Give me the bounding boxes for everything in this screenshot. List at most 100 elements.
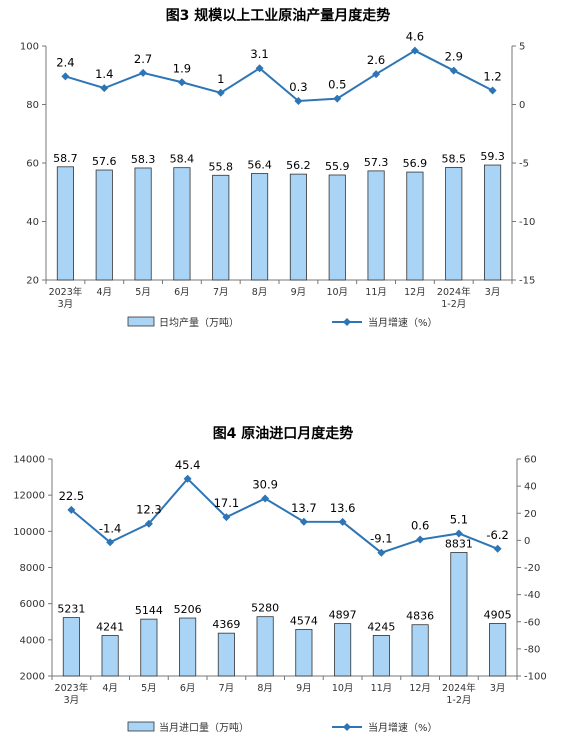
x-tick-label: 12月 bbox=[404, 287, 426, 298]
x-tick-label: 2023年 3月 bbox=[49, 286, 83, 310]
growth-point bbox=[183, 474, 192, 483]
x-tick-label: 10月 bbox=[326, 287, 348, 298]
bar bbox=[251, 173, 269, 281]
right-tick-label: -5 bbox=[519, 159, 529, 170]
legend-line-label: 当月增速（%） bbox=[368, 316, 438, 329]
growth-point bbox=[61, 72, 70, 81]
growth-value-label: 1.2 bbox=[483, 69, 501, 83]
growth-point bbox=[294, 96, 303, 105]
left-tick-label: 8000 bbox=[20, 563, 45, 574]
growth-value-label: -6.2 bbox=[486, 528, 508, 542]
growth-value-label: 0.6 bbox=[411, 519, 429, 533]
growth-point bbox=[454, 529, 463, 538]
left-tick-label: 40 bbox=[26, 217, 39, 228]
bar-value-label: 4905 bbox=[484, 608, 512, 621]
growth-value-label: 2.4 bbox=[56, 55, 74, 69]
left-tick-label: 80 bbox=[26, 100, 39, 111]
growth-line bbox=[70, 477, 498, 554]
bar bbox=[328, 174, 346, 281]
bar-value-label: 4897 bbox=[329, 609, 357, 622]
growth-value-label: 3.1 bbox=[250, 47, 268, 61]
growth-point bbox=[255, 64, 264, 73]
growth-point bbox=[410, 46, 419, 55]
bar-value-label: 57.3 bbox=[364, 156, 389, 169]
bar-value-label: 4836 bbox=[406, 610, 434, 623]
legend-line-label: 当月增速（%） bbox=[368, 721, 438, 734]
right-tick-label: 0 bbox=[524, 536, 530, 547]
growth-value-label: 2.9 bbox=[445, 50, 463, 64]
growth-value-label: 2.6 bbox=[367, 53, 385, 67]
bar-value-label: 58.4 bbox=[170, 153, 195, 166]
growth-value-label: 12.3 bbox=[136, 503, 162, 517]
bar-value-label: 4574 bbox=[290, 614, 318, 627]
bar-value-label: 58.7 bbox=[53, 152, 78, 165]
bar bbox=[295, 629, 313, 677]
growth-point bbox=[222, 513, 231, 522]
bar bbox=[134, 167, 152, 281]
left-tick-label: 60 bbox=[26, 159, 39, 170]
growth-point bbox=[333, 94, 342, 103]
legend-bar-swatch bbox=[127, 316, 155, 327]
bar bbox=[445, 166, 463, 281]
legend-bar-label: 日均产量（万吨） bbox=[159, 316, 239, 329]
right-tick-label: -15 bbox=[519, 276, 535, 287]
chart-title: 图4 原油进口月度走势 bbox=[213, 425, 354, 442]
bar bbox=[173, 167, 191, 281]
bar bbox=[411, 624, 429, 677]
left-tick-label: 4000 bbox=[20, 635, 45, 646]
x-tick-label: 5月 bbox=[135, 287, 151, 298]
left-tick-label: 12000 bbox=[13, 491, 45, 502]
growth-value-label: 30.9 bbox=[252, 477, 278, 491]
bar bbox=[450, 552, 468, 677]
x-tick-label: 3月 bbox=[490, 683, 506, 694]
legend-line-marker bbox=[343, 723, 351, 731]
chart-crude-oil-import: 图4 原油进口月度走势 2000 4000 6000 8000 10000 12000 140… bbox=[13, 425, 547, 734]
bar bbox=[56, 166, 74, 281]
growth-point bbox=[177, 78, 186, 87]
x-tick-label: 5月 bbox=[141, 683, 157, 694]
legend-bar-swatch bbox=[127, 721, 155, 732]
x-tick-label: 12月 bbox=[409, 683, 431, 694]
growth-point bbox=[416, 535, 425, 544]
growth-value-label: 1 bbox=[217, 72, 224, 86]
growth-value-label: 1.9 bbox=[173, 61, 191, 75]
growth-point bbox=[216, 88, 225, 97]
growth-point bbox=[488, 86, 497, 95]
growth-value-label: 4.6 bbox=[406, 30, 424, 44]
growth-value-label: 22.5 bbox=[59, 489, 85, 503]
growth-value-label: 45.4 bbox=[175, 458, 201, 472]
left-tick-label: 14000 bbox=[13, 455, 45, 466]
growth-value-label: 13.7 bbox=[291, 501, 317, 515]
bar-value-label: 5280 bbox=[251, 602, 279, 615]
left-tick-label: 2000 bbox=[20, 672, 45, 683]
x-tick-label: 4月 bbox=[96, 287, 112, 298]
legend-line-marker bbox=[343, 318, 351, 326]
growth-value-label: 13.6 bbox=[330, 501, 356, 515]
growth-value-label: 2.7 bbox=[134, 52, 152, 66]
x-tick-label: 10月 bbox=[332, 683, 354, 694]
x-tick-label: 7月 bbox=[213, 287, 229, 298]
growth-point bbox=[100, 84, 109, 93]
bar bbox=[95, 169, 113, 281]
bar bbox=[367, 170, 385, 281]
growth-value-label: -9.1 bbox=[370, 532, 392, 546]
x-tick-label: 6月 bbox=[180, 683, 196, 694]
growth-point bbox=[106, 538, 115, 547]
bar-value-label: 4245 bbox=[367, 620, 395, 633]
growth-point bbox=[67, 505, 76, 514]
left-tick-label: 100 bbox=[20, 42, 39, 53]
x-tick-label: 4月 bbox=[102, 683, 118, 694]
left-tick-label: 6000 bbox=[20, 599, 45, 610]
left-tick-label: 10000 bbox=[13, 527, 45, 538]
growth-point bbox=[299, 517, 308, 526]
growth-value-label: 1.4 bbox=[95, 67, 113, 81]
right-tick-label: -80 bbox=[524, 644, 540, 655]
x-tick-label: 2024年 1-2月 bbox=[437, 286, 471, 310]
bar-value-label: 56.9 bbox=[403, 157, 428, 170]
chart-crude-oil-production: 图3 规模以上工业原油产量月度走势 20 40 60 80 100 -15 -10 -5 0 5 20… bbox=[20, 7, 535, 329]
bar-value-label: 55.9 bbox=[325, 160, 350, 173]
x-tick-label: 11月 bbox=[371, 683, 393, 694]
growth-value-label: 5.1 bbox=[450, 512, 468, 526]
growth-value-label: 17.1 bbox=[214, 496, 240, 510]
right-tick-label: 60 bbox=[524, 455, 537, 466]
